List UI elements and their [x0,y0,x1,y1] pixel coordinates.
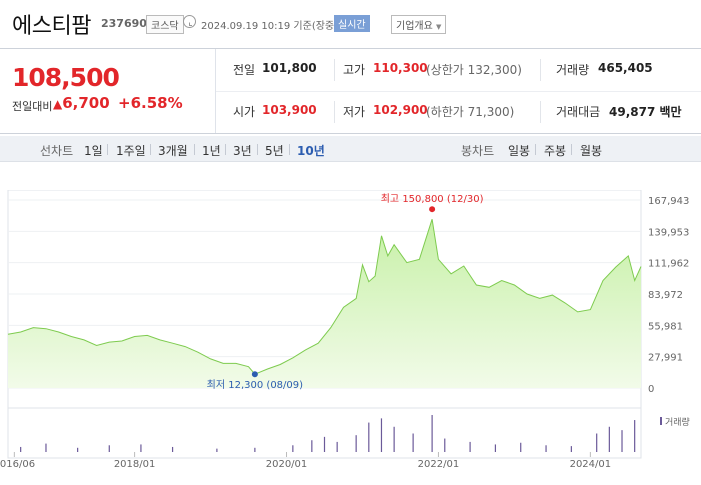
change-value: ▲6,700 [53,94,110,112]
tab-5y[interactable]: 5년 [265,144,284,158]
volume-bar [393,426,395,452]
max-label: 최고 150,800 (12/30) [381,193,484,205]
change-percent: +6.58% [118,94,183,112]
volume-bar [520,442,522,452]
current-price-box: 108,500 전일대비 ▲6,700 +6.58% [0,49,216,133]
y-tick-label: 55,981 [648,321,683,332]
prev-close-label: 전일 [233,63,256,77]
volume-bar [292,445,294,452]
volume-value: 465,405 [598,61,653,75]
stock-name: 에스티팜 [12,14,91,39]
x-tick-label: 2020/01 [266,459,308,470]
x-tick-label: 2018/01 [114,459,156,470]
up-triangle-icon: ▲ [53,97,63,111]
volume-bar [108,445,110,452]
volume-bar [545,445,547,452]
x-tick-label: 2022/01 [418,459,460,470]
tab-1d[interactable]: 1일 [84,144,103,158]
volume-bar [412,433,414,452]
amount-label: 거래대금 [556,105,601,119]
open-cell: 시가 103,900 [216,91,334,133]
tab-monthly[interactable]: 월봉 [580,144,603,158]
upper-limit: (상한가 132,300) [426,63,522,77]
as-of-time: 2024.09.19 10:19 기준(장중) [201,21,339,32]
high-label: 고가 [343,63,366,77]
volume-legend-label: 거래량 [665,416,690,428]
volume-bar [20,446,22,452]
volume-bar [216,448,218,452]
volume-bar [311,440,313,452]
x-tick-label: 2024/01 [570,459,612,470]
volume-bar [444,438,446,452]
y-tick-label: 167,943 [648,196,689,207]
max-marker [429,206,436,213]
y-tick-label: 0 [648,384,654,395]
x-tick-label: 2016/06 [0,459,35,470]
volume-label: 거래량 [556,63,590,77]
volume-legend-swatch [660,417,662,425]
current-price: 108,500 [12,63,120,92]
low-value: 102,900 [373,103,428,117]
tab-weekly[interactable]: 주봉 [544,144,567,158]
volume-bar [621,430,623,452]
min-marker [251,371,258,378]
market-badge: 코스닥 [146,15,184,34]
volume-bar [380,418,383,452]
volume-bar [77,447,79,452]
min-label: 최저 12,300 (08/09) [207,379,303,391]
open-label: 시가 [233,105,256,119]
price-area [8,219,641,388]
y-tick-label: 27,991 [648,353,683,364]
chart-period-tabs: 선차트 1일 1주일 3개월 1년 3년 5년 10년 봉차트 일봉 주봉 월봉 [0,136,701,162]
stock-code: 237690 [101,17,147,30]
realtime-button[interactable]: 실시간 [334,15,370,32]
volume-bar [469,441,471,452]
y-tick-label: 139,953 [648,227,689,238]
change-label: 전일대비 [12,100,53,113]
tab-3y[interactable]: 3년 [233,144,252,158]
y-tick-label: 111,962 [648,259,689,270]
tab-1w[interactable]: 1주일 [116,144,146,158]
volume-bar [140,444,142,452]
price-summary: 108,500 전일대비 ▲6,700 +6.58% 전일 101,800 고가… [0,48,701,134]
volume-bar [570,446,572,452]
candle-chart-label: 봉차트 [461,144,495,158]
line-chart-label: 선차트 [40,144,74,158]
company-overview-label: 기업개요 [396,21,433,32]
volume-bar [431,415,433,452]
tab-daily[interactable]: 일봉 [508,144,531,158]
tab-10y[interactable]: 10년 [297,144,325,158]
volume-bar [45,443,47,452]
volume-bar [634,420,636,452]
lower-limit: (하한가 71,300) [426,105,515,119]
high-cell: 고가 110,300 (상한가 132,300) [334,49,540,91]
volume-bar [368,422,370,452]
volume-cell: 거래량 465,405 [540,49,701,91]
clock-icon [183,15,196,28]
volume-bar [596,433,598,452]
volume-bar [254,447,256,452]
tab-3m[interactable]: 3개월 [158,144,188,158]
prev-close-value: 101,800 [262,61,317,75]
high-value: 110,300 [373,61,428,75]
prev-close-cell: 전일 101,800 [216,49,334,91]
volume-bar [171,446,174,452]
y-tick-label: 83,972 [648,290,683,301]
tab-1y[interactable]: 1년 [202,144,221,158]
volume-bar [323,436,326,452]
open-value: 103,900 [262,103,317,117]
amount-value: 49,877 백만 [609,105,682,119]
chevron-down-icon: ▼ [436,23,442,31]
price-chart[interactable]: 167,943 139,953 111,962 83,972 55,981 27,991 0… [0,190,701,485]
volume-bar [608,426,610,452]
volume-bar [494,444,497,452]
volume-bar [336,441,338,452]
stock-header: 에스티팜 237690 코스닥 2024.09.19 10:19 기준(장중) … [0,0,701,48]
volume-bar [355,435,357,452]
low-cell: 저가 102,900 (하한가 71,300) [334,91,540,133]
company-overview-dropdown[interactable]: 기업개요 ▼ [391,15,447,34]
price-line [7,219,642,375]
amount-cell: 거래대금 49,877 백만 [540,91,701,133]
low-label: 저가 [343,105,366,119]
